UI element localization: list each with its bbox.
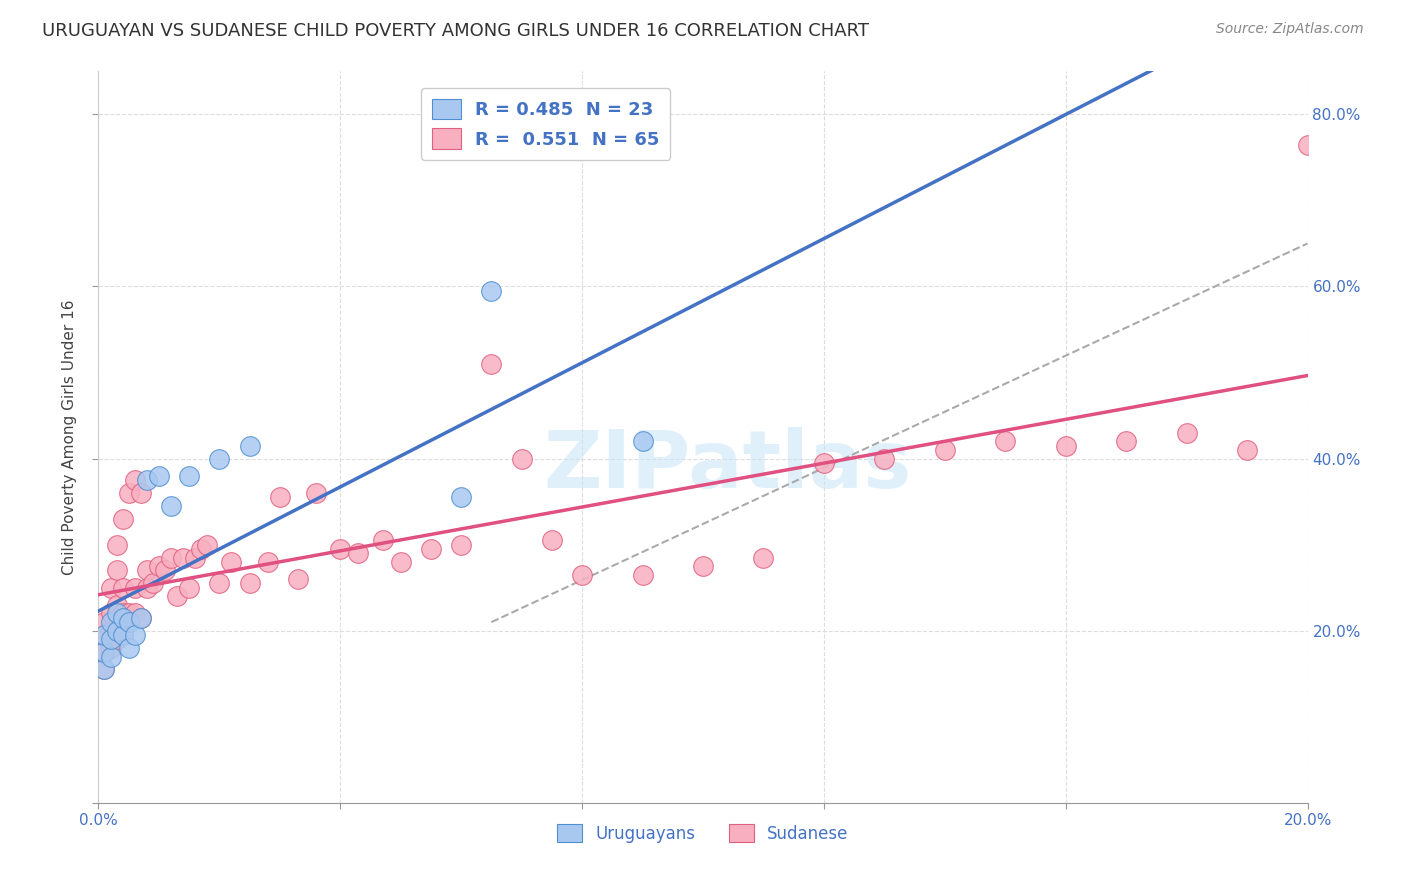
Point: [239, 439, 262, 453]
Point: [111, 628, 134, 642]
Point: [1236, 442, 1258, 457]
Point: [129, 611, 152, 625]
Point: [105, 624, 128, 638]
Point: [105, 564, 128, 578]
Point: [124, 607, 146, 621]
Point: [111, 512, 134, 526]
Point: [184, 550, 207, 565]
Point: [389, 555, 412, 569]
Point: [124, 628, 146, 642]
Point: [93, 645, 115, 659]
Point: [450, 538, 472, 552]
Point: [142, 576, 165, 591]
Point: [208, 451, 231, 466]
Point: [172, 550, 194, 565]
Point: [994, 434, 1017, 449]
Point: [1175, 425, 1198, 440]
Point: [179, 581, 201, 595]
Point: [160, 550, 183, 565]
Point: [752, 550, 775, 565]
Point: [93, 662, 115, 676]
Point: [371, 533, 394, 548]
Point: [135, 581, 157, 595]
Point: [1296, 137, 1319, 152]
Point: [481, 284, 503, 298]
Point: [118, 486, 141, 500]
Point: [287, 572, 309, 586]
Point: [221, 555, 243, 569]
Point: [111, 611, 134, 625]
Point: [510, 451, 533, 466]
Point: [135, 564, 157, 578]
Point: [269, 491, 291, 505]
Point: [420, 541, 443, 556]
Point: [190, 541, 212, 556]
Point: [692, 559, 714, 574]
Point: [93, 662, 115, 676]
Point: [195, 538, 218, 552]
Point: [329, 541, 352, 556]
Point: [118, 607, 141, 621]
Point: [166, 589, 188, 603]
Point: [160, 499, 183, 513]
Point: [105, 538, 128, 552]
Point: [873, 451, 896, 466]
Point: [153, 564, 176, 578]
Point: [100, 632, 122, 647]
Point: [93, 628, 115, 642]
Point: [347, 546, 370, 560]
Point: [256, 555, 278, 569]
Text: ZIPatlas: ZIPatlas: [543, 427, 911, 506]
Point: [129, 611, 152, 625]
Point: [100, 607, 122, 621]
Point: [118, 611, 141, 625]
Point: [239, 576, 262, 591]
Point: [813, 456, 835, 470]
Point: [124, 581, 146, 595]
Point: [111, 624, 134, 638]
Point: [305, 486, 328, 500]
Point: [93, 615, 115, 629]
Point: [148, 559, 170, 574]
Point: [129, 486, 152, 500]
Point: [105, 632, 128, 647]
Point: [631, 567, 654, 582]
Point: [135, 473, 157, 487]
Text: URUGUAYAN VS SUDANESE CHILD POVERTY AMONG GIRLS UNDER 16 CORRELATION CHART: URUGUAYAN VS SUDANESE CHILD POVERTY AMON…: [42, 22, 869, 40]
Point: [100, 624, 122, 638]
Point: [105, 598, 128, 612]
Point: [179, 468, 201, 483]
Text: Source: ZipAtlas.com: Source: ZipAtlas.com: [1216, 22, 1364, 37]
Point: [93, 645, 115, 659]
Point: [100, 581, 122, 595]
Point: [100, 640, 122, 655]
Point: [93, 628, 115, 642]
Point: [100, 649, 122, 664]
Point: [208, 576, 231, 591]
Point: [631, 434, 654, 449]
Point: [111, 607, 134, 621]
Legend: Uruguayans, Sudanese: Uruguayans, Sudanese: [551, 817, 855, 849]
Point: [450, 491, 472, 505]
Point: [111, 581, 134, 595]
Point: [105, 607, 128, 621]
Point: [481, 357, 503, 371]
Point: [100, 615, 122, 629]
Point: [540, 533, 562, 548]
Point: [934, 442, 956, 457]
Point: [148, 468, 170, 483]
Y-axis label: Child Poverty Among Girls Under 16: Child Poverty Among Girls Under 16: [62, 300, 77, 574]
Point: [118, 640, 141, 655]
Point: [571, 567, 593, 582]
Point: [1115, 434, 1137, 449]
Point: [1054, 439, 1077, 453]
Point: [118, 615, 141, 629]
Point: [124, 473, 146, 487]
